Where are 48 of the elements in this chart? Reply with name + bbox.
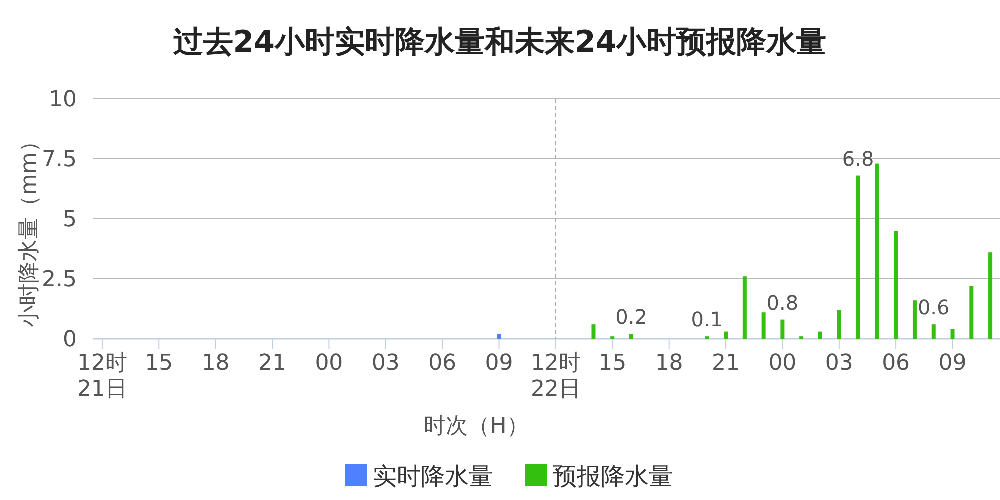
bar (875, 164, 880, 339)
bar (497, 334, 502, 339)
bar (856, 176, 860, 339)
y-axis-title: 小时降水量（mm） (17, 130, 42, 328)
bar (912, 300, 917, 339)
x-tick-label: 12时 21日 (77, 351, 128, 402)
x-tick-label: 06 (882, 351, 910, 376)
data-label: 0.6 (918, 296, 950, 320)
data-label: 0.1 (691, 308, 724, 332)
data-label: 0.8 (766, 290, 799, 315)
bar (780, 320, 785, 339)
y-tick-label: 0 (63, 328, 77, 353)
x-tick-label: 21 (712, 351, 740, 376)
bar (970, 286, 974, 339)
x-tick-label: 09 (485, 351, 514, 376)
x-tick-label: 21 (258, 351, 287, 376)
legend-label: 预报降水量 (553, 462, 673, 490)
bar (630, 334, 634, 339)
x-tick-label: 18 (202, 351, 230, 376)
legend-label: 实时降水量 (373, 462, 493, 490)
x-tick-label: 15 (598, 351, 627, 376)
chart-title: 过去24小时实时降水量和未来24小时预报降水量 (173, 25, 827, 60)
y-tick-label: 2.5 (42, 268, 77, 293)
bar (894, 231, 898, 339)
data-label: 0.2 (616, 305, 648, 330)
bar (932, 324, 936, 339)
bar (950, 329, 955, 339)
bar (818, 332, 822, 339)
x-tick-label: 06 (428, 351, 457, 376)
x-tick-label: 18 (655, 351, 684, 376)
x-tick-label: 00 (315, 351, 344, 376)
x-tick-label: 03 (825, 351, 854, 376)
x-tick-label: 09 (938, 351, 967, 376)
data-label: 6.8 (842, 146, 874, 171)
x-tick-label: 00 (768, 351, 797, 376)
y-tick-label: 10 (49, 88, 77, 113)
x-tick-label: 15 (145, 351, 174, 376)
bar (592, 324, 596, 339)
x-axis-title: 时次（H） (424, 414, 529, 439)
y-tick-label: 7.5 (42, 148, 77, 173)
bar (724, 332, 728, 339)
y-tick-label: 5 (63, 208, 77, 233)
bar (837, 310, 842, 339)
bar (762, 312, 766, 339)
bar (988, 252, 993, 339)
x-tick-label: 12时 22日 (530, 351, 581, 402)
bar (742, 276, 747, 339)
x-tick-label: 03 (372, 351, 400, 376)
